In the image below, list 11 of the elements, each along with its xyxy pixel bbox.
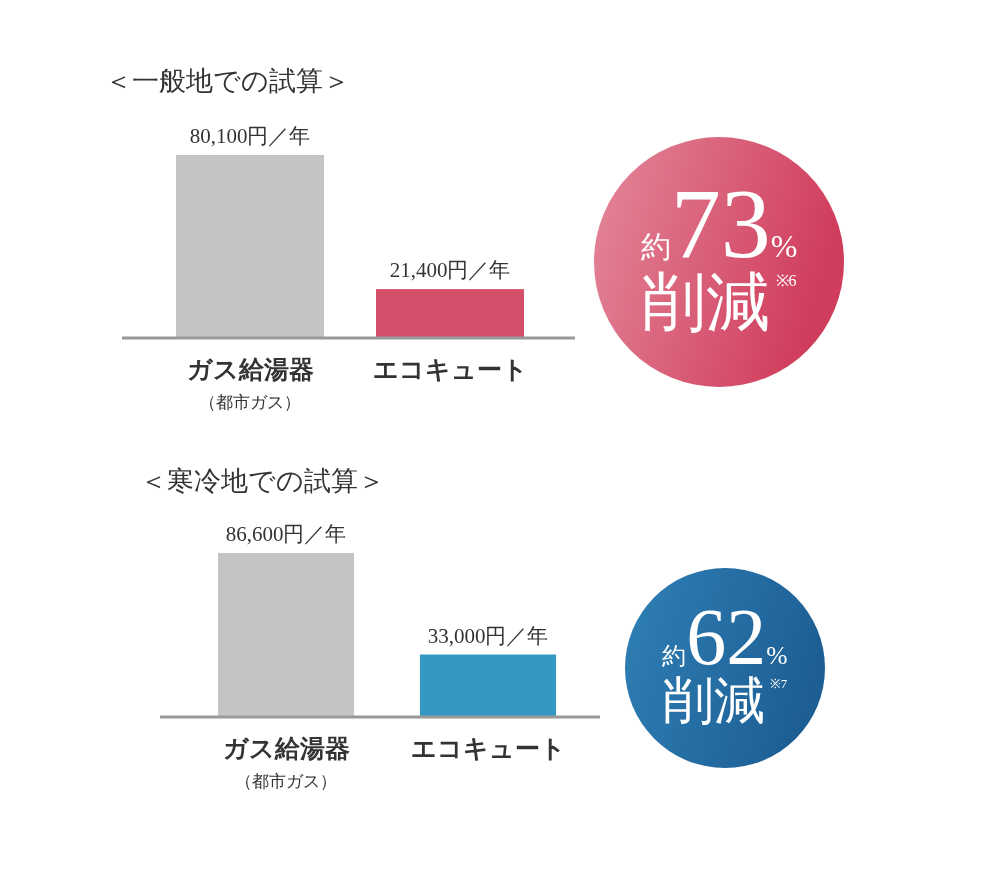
x-tick-label: エコキュート	[410, 735, 566, 762]
chart-title: ＜寒冷地での試算＞	[140, 466, 385, 496]
data-label: 80,100円／年	[189, 124, 311, 148]
x-tick-label: ガス給湯器（都市ガス）	[222, 735, 350, 791]
data-label: 33,000円／年	[427, 623, 549, 648]
x-tick-label: エコキュート	[372, 356, 528, 383]
chart-title: ＜一般地での試算＞	[105, 66, 350, 96]
data-label: 86,600円／年	[225, 522, 347, 546]
x-tick-label: ガス給湯器（都市ガス）	[186, 356, 314, 412]
text: 約62%削減$^{※7}$	[662, 593, 788, 729]
data-label: 21,400円／年	[389, 258, 511, 283]
